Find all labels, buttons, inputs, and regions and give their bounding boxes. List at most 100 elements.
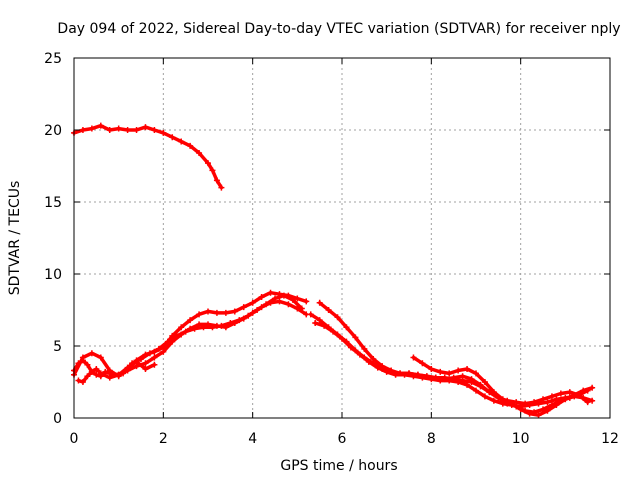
data-point [124, 127, 131, 133]
data-point [240, 304, 247, 311]
data-point [231, 319, 238, 326]
data-point [575, 391, 582, 398]
data-point [178, 138, 185, 145]
data-point [213, 177, 220, 184]
data-point [160, 344, 167, 351]
y-tick-label: 0 [53, 411, 62, 427]
data-point [267, 289, 274, 296]
data-point [205, 160, 211, 167]
data-point [115, 371, 122, 378]
data-point [459, 373, 466, 380]
data-point [151, 361, 158, 368]
data-point [580, 387, 587, 394]
data-point [142, 351, 149, 358]
data-point [473, 370, 479, 377]
data-point [334, 314, 341, 321]
data-point [88, 368, 95, 375]
data-point [352, 347, 359, 354]
x-tick-label: 12 [601, 431, 619, 447]
series-line-trace-h [308, 312, 590, 406]
data-point [481, 379, 488, 385]
data-point [548, 393, 555, 400]
data-point [455, 379, 462, 385]
y-tick-label: 5 [53, 339, 62, 355]
data-point [410, 354, 417, 361]
data-point [428, 366, 435, 373]
data-point [450, 374, 457, 381]
data-point [178, 324, 185, 331]
data-point [316, 317, 323, 324]
data-point [142, 366, 149, 373]
data-point [423, 373, 430, 380]
series-line-trace-b [72, 293, 304, 378]
series-line-trace-f [313, 321, 594, 409]
data-point [218, 184, 225, 191]
data-point [84, 361, 91, 368]
data-point [196, 150, 203, 157]
data-point [486, 389, 493, 396]
data-point [535, 412, 542, 419]
data-point [446, 370, 453, 377]
data-point [187, 317, 194, 324]
axis-ticks: 0 2 4 6 8 10 12 0 5 10 15 20 25 [44, 51, 619, 447]
data-point [196, 311, 203, 318]
data-point [584, 399, 591, 406]
data-point [133, 358, 140, 365]
data-point [75, 377, 82, 384]
chart-title: Day 094 of 2022, Sidereal Day-to-day VTE… [57, 21, 620, 37]
y-tick-label: 10 [44, 267, 62, 283]
data-point [294, 305, 301, 312]
x-tick-label: 2 [159, 431, 168, 447]
data-point [93, 366, 100, 373]
data-point [303, 298, 310, 305]
data-point [97, 122, 104, 129]
data-point [513, 399, 520, 406]
data-point [517, 406, 524, 413]
data-point [151, 348, 158, 355]
x-tick-label: 8 [427, 431, 436, 447]
data-point [388, 368, 395, 375]
data-point [187, 142, 194, 149]
data-point [88, 350, 95, 357]
data-point [276, 291, 283, 298]
data-point [222, 324, 229, 331]
data-point [361, 345, 368, 352]
data-point [481, 393, 488, 400]
data-point [142, 124, 149, 131]
data-point [205, 308, 211, 315]
data-point [361, 354, 368, 361]
data-point [419, 360, 426, 367]
data-point [522, 400, 529, 407]
data-point [178, 331, 185, 338]
data-point [540, 396, 546, 403]
data-point [455, 367, 462, 374]
data-point [169, 338, 176, 345]
data-point [276, 298, 283, 305]
data-point [115, 125, 122, 132]
data-point [437, 368, 444, 375]
data-point [106, 367, 113, 374]
data-point [397, 370, 404, 377]
data-point [169, 134, 176, 141]
data-point [249, 309, 256, 316]
data-point [553, 402, 560, 409]
x-tick-label: 6 [338, 431, 347, 447]
series-line-trace-a [72, 123, 224, 190]
data-point [160, 129, 167, 136]
data-point [325, 324, 332, 331]
data-point [97, 370, 104, 377]
data-point [294, 295, 301, 302]
data-point [285, 292, 292, 299]
data-point [133, 127, 140, 133]
data-point [151, 127, 158, 133]
data-point [477, 381, 484, 388]
data-point [213, 309, 220, 316]
data-point [432, 374, 439, 381]
data-point [589, 384, 596, 391]
data-point [106, 127, 113, 133]
data-point [490, 397, 497, 404]
data-point [414, 371, 421, 378]
data-point [495, 394, 502, 401]
x-tick-label: 10 [512, 431, 530, 447]
